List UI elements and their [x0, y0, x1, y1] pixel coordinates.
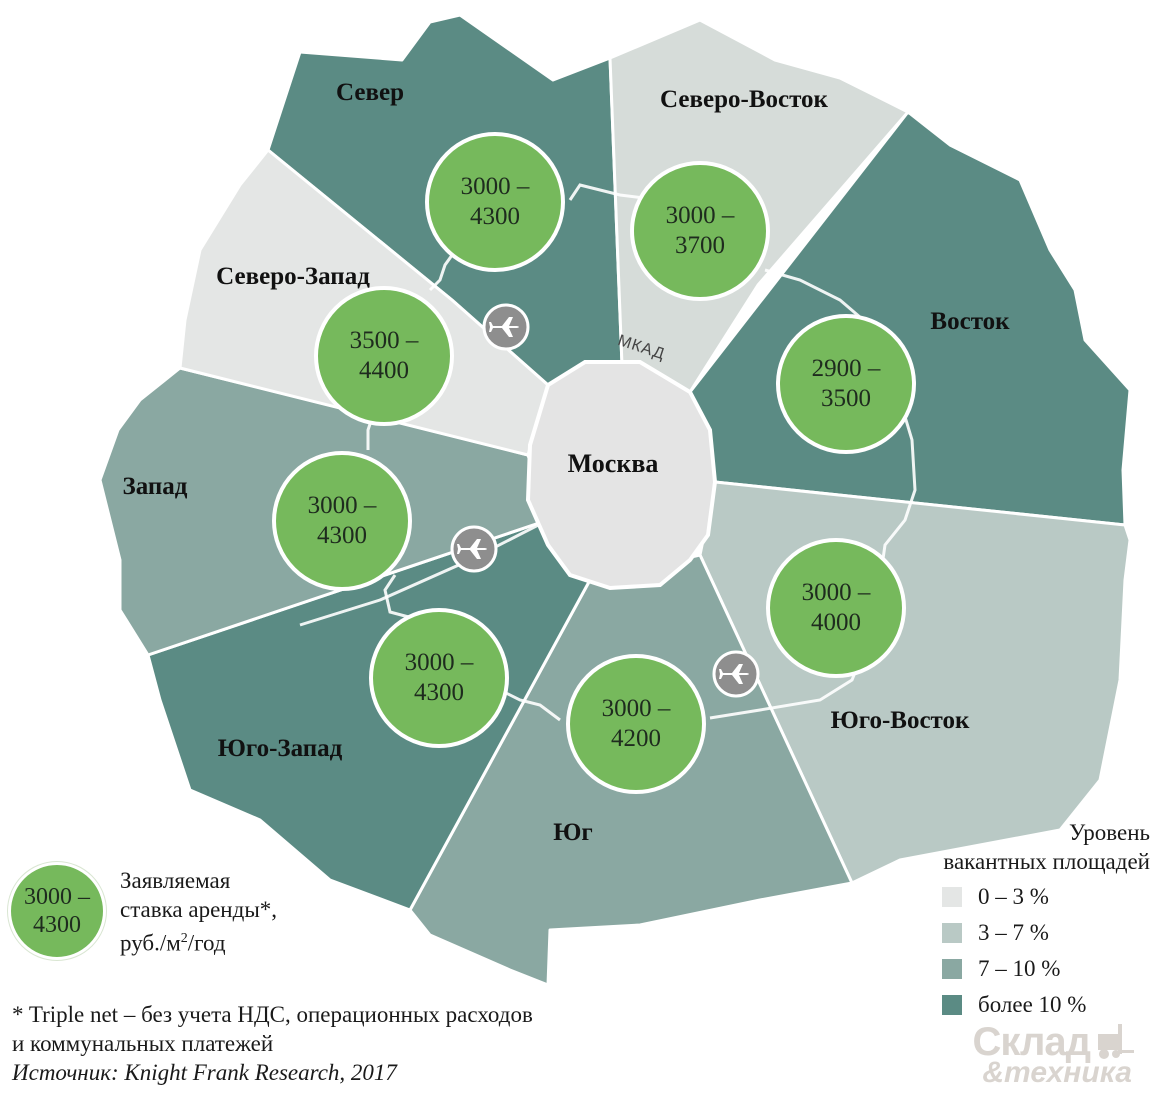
- vacancy-item: более 10 %: [942, 992, 1086, 1018]
- brand-top: Склад: [972, 1020, 1091, 1064]
- vacancy-item: 3 – 7 %: [942, 920, 1049, 946]
- rate-bottom: 4300: [317, 522, 367, 549]
- rate-bottom: 4300: [414, 679, 464, 706]
- vacancy-legend-title: Уровень вакантных площадей: [943, 820, 1150, 874]
- footnote-line2: и коммунальных платежей: [12, 1031, 274, 1056]
- rate-circle-south: 3000 – 4200: [566, 654, 706, 794]
- legend-circle-bottom: 4300: [33, 912, 81, 938]
- region-label-south: Юг: [553, 819, 593, 846]
- rate-circle-northwest: 3500 – 4400: [314, 286, 454, 426]
- vacancy-item: 7 – 10 %: [942, 956, 1060, 982]
- legend-rate-description: Заявляемая ставка аренды*, руб./м2/год: [120, 866, 277, 958]
- rate-circle-north: 3000 – 4300: [425, 132, 565, 272]
- rate-bottom: 4200: [611, 725, 661, 752]
- rate-circle-west: 3000 – 4300: [272, 451, 412, 591]
- rate-bottom: 4400: [359, 357, 409, 384]
- rate-top: 2900 –: [812, 355, 881, 382]
- legend-desc-line1: Заявляемая: [120, 868, 231, 893]
- legend-desc-line3: руб./м2/год: [120, 930, 226, 956]
- brand-bottom: &техника: [982, 1056, 1132, 1089]
- vacancy-swatch: [942, 995, 962, 1015]
- source-line: Источник: Knight Frank Research, 2017: [12, 1060, 397, 1085]
- moscow-label: Москва: [568, 449, 659, 478]
- rate-top: 3000 –: [602, 695, 671, 722]
- rate-top: 3000 –: [308, 492, 377, 519]
- rate-circle-southwest: 3000 – 4300: [369, 608, 509, 748]
- vacancy-swatch: [942, 959, 962, 979]
- rate-top: 3000 –: [461, 173, 530, 200]
- footnote-line1: * Triple net – без учета НДС, операционн…: [12, 1002, 533, 1027]
- rate-bottom: 4000: [811, 609, 861, 636]
- rate-bottom: 3700: [675, 232, 725, 259]
- region-label-west: Запад: [123, 473, 188, 500]
- brand-logo: Склад &техника: [940, 1020, 1150, 1092]
- region-label-east: Восток: [930, 308, 1010, 335]
- region-label-southeast: Юго-Восток: [831, 707, 970, 734]
- region-label-northeast: Северо-Восток: [660, 86, 829, 113]
- vacancy-swatch: [942, 923, 962, 943]
- airplane-icon: [712, 650, 760, 698]
- vacancy-item: 0 – 3 %: [942, 884, 1049, 910]
- vacancy-swatch: [942, 887, 962, 907]
- rate-circle-northeast: 3000 – 3700: [630, 161, 770, 301]
- moscow-city-area: [525, 360, 718, 591]
- vacancy-legend: Уровень вакантных площадей 0 – 3 % 3 – 7…: [880, 818, 1150, 1017]
- airplane-icon: [450, 525, 498, 573]
- forklift-icon: [1098, 1024, 1134, 1059]
- rate-top: 3000 –: [802, 579, 871, 606]
- legend-circle-top: 3000 –: [24, 884, 90, 910]
- rate-top: 3000 –: [666, 202, 735, 229]
- region-label-north: Север: [336, 79, 404, 106]
- rate-circle-east: 2900 – 3500: [776, 314, 916, 454]
- legend-desc-line2: ставка аренды*,: [120, 897, 278, 922]
- region-label-southwest: Юго-Запад: [218, 735, 343, 762]
- rate-bottom: 3500: [821, 385, 871, 412]
- rate-legend: 3000 – 4300 Заявляемая ставка аренды*, р…: [8, 862, 338, 962]
- footnote: * Triple net – без учета НДС, операционн…: [12, 1000, 533, 1087]
- rate-circle-southeast: 3000 – 4000: [766, 538, 906, 678]
- radial-road: [299, 518, 549, 627]
- rate-top: 3000 –: [405, 649, 474, 676]
- airplane-icon: [482, 303, 530, 351]
- legend-rate-circle: 3000 – 4300: [8, 862, 106, 960]
- rate-top: 3500 –: [350, 327, 419, 354]
- region-label-northwest: Северо-Запад: [216, 263, 370, 290]
- rate-bottom: 4300: [470, 203, 520, 230]
